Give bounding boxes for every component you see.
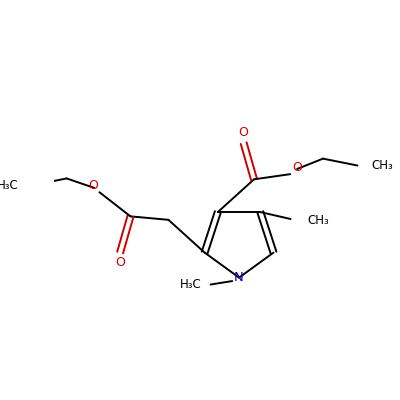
Text: O: O [292, 161, 302, 174]
Text: H₃C: H₃C [180, 278, 202, 291]
Text: O: O [239, 126, 248, 139]
Text: H₃C: H₃C [0, 179, 18, 192]
Text: O: O [88, 179, 98, 192]
Text: O: O [115, 256, 125, 270]
Text: N: N [234, 271, 244, 284]
Text: CH₃: CH₃ [371, 159, 393, 172]
Text: CH₃: CH₃ [308, 214, 330, 227]
